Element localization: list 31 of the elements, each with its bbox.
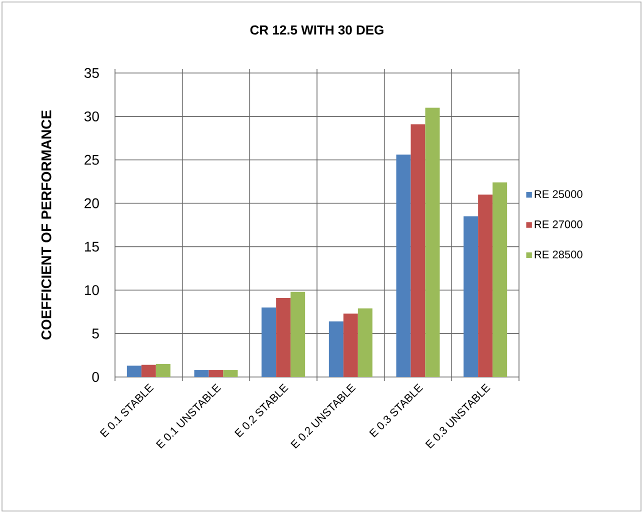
legend-label: RE 27000 — [534, 220, 582, 228]
y-tick-label: 5 — [92, 328, 99, 338]
bar — [478, 194, 493, 377]
bar — [262, 308, 276, 377]
y-tick-label: 0 — [92, 372, 99, 382]
y-tick-label: 35 — [84, 68, 99, 78]
bar — [223, 370, 238, 377]
chart-title: CR 12.5 WITH 30 DEG — [250, 25, 384, 35]
bar — [358, 308, 372, 377]
bar — [425, 108, 440, 377]
y-tick-label: 20 — [84, 198, 99, 208]
y-tick-label: 10 — [84, 285, 99, 296]
bar — [208, 370, 224, 377]
bar — [410, 124, 426, 377]
bar — [194, 370, 209, 377]
bar — [343, 314, 358, 377]
bar — [464, 216, 478, 377]
y-tick-label: 15 — [84, 242, 99, 252]
y-tick-label: 25 — [84, 154, 99, 165]
bar — [126, 366, 142, 377]
bar — [290, 292, 306, 377]
bar — [328, 321, 344, 377]
bar — [396, 154, 411, 377]
y-tick-label: 30 — [84, 111, 99, 122]
legend-label: RE 28500 — [534, 250, 582, 258]
bar — [156, 364, 170, 377]
y-axis-title: COEFFICIENT OF PERFORMANCE — [41, 110, 52, 340]
bar — [141, 364, 156, 377]
bar — [492, 182, 508, 377]
bar — [276, 298, 291, 377]
legend-label: RE 25000 — [534, 190, 582, 198]
